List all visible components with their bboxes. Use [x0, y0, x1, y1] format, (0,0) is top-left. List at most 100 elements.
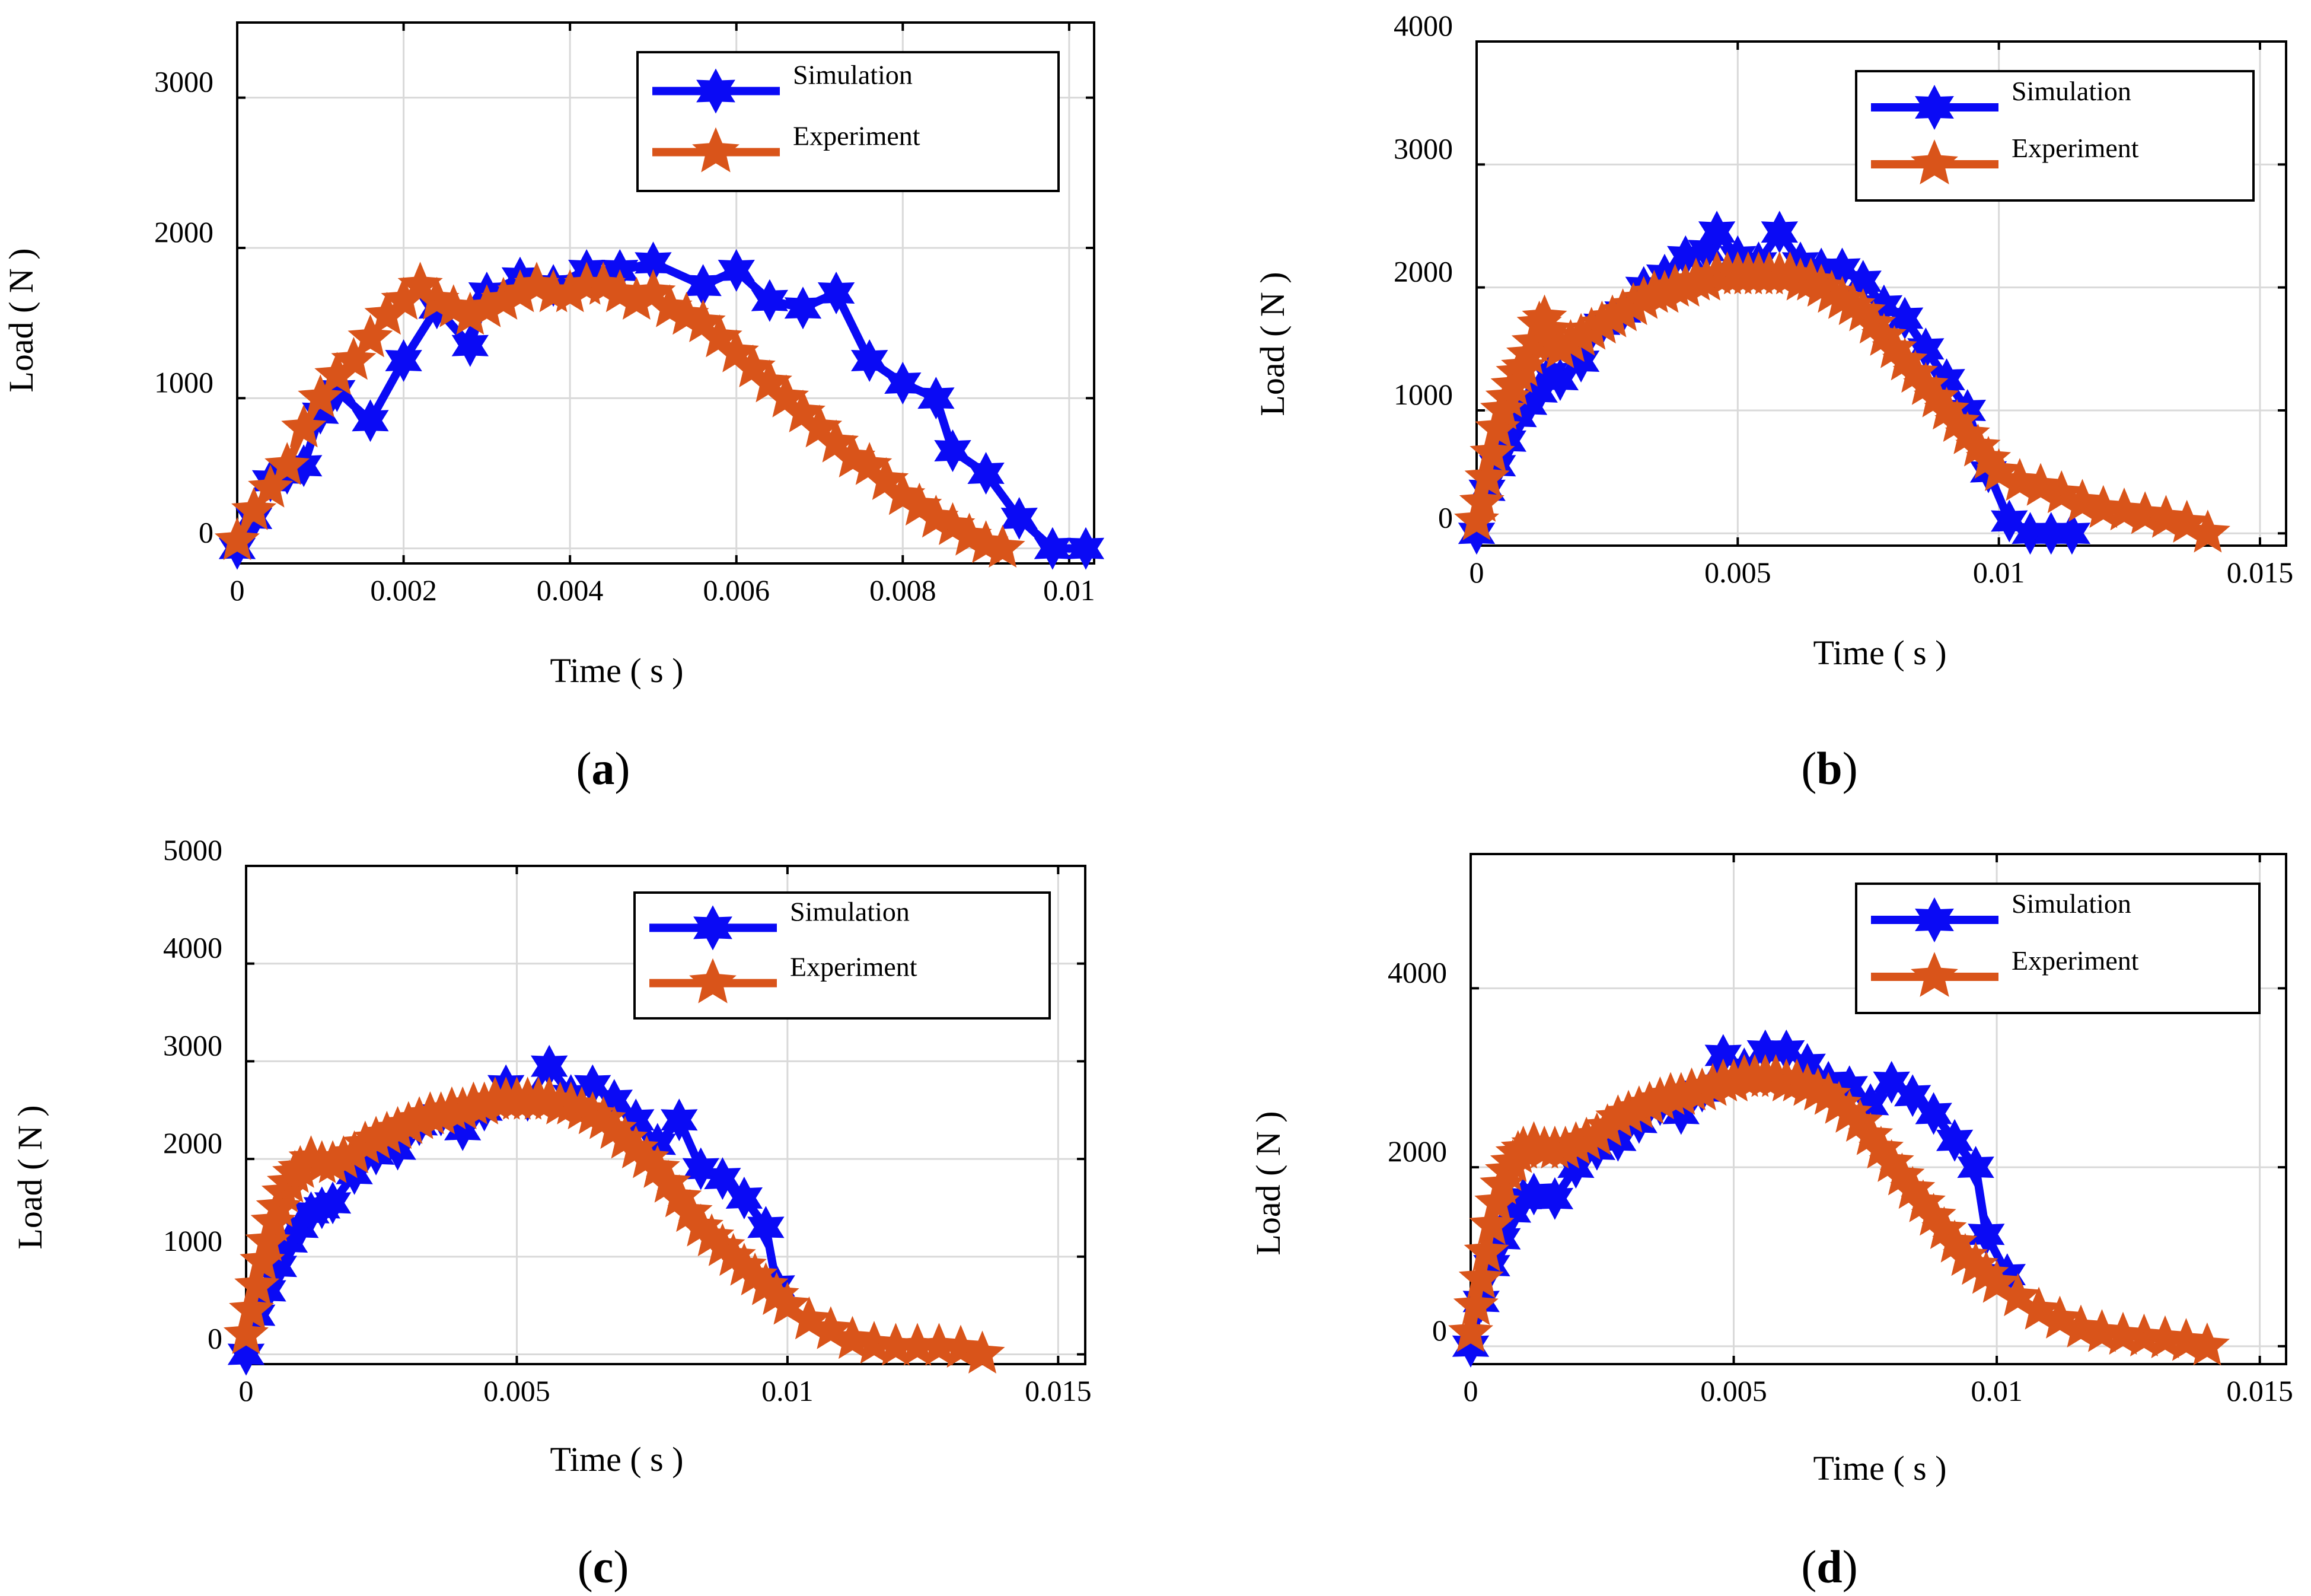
legend-label-experiment: Experiment	[2012, 945, 2139, 976]
legend-marker-experiment	[689, 958, 737, 1004]
plot-frame	[236, 21, 1095, 565]
x-tick-label: 0.015	[2226, 1374, 2293, 1407]
legend-marker-simulation	[1915, 85, 1954, 130]
data-point-simulation	[1936, 1119, 1974, 1162]
y-tick-label: 2000	[163, 1126, 222, 1159]
legend-label-experiment: Experiment	[790, 952, 917, 982]
caption-a: (a)	[576, 743, 630, 794]
data-point-simulation	[1521, 370, 1558, 413]
data-point-simulation	[1563, 340, 1600, 383]
data-point-experiment	[364, 292, 410, 335]
data-point-simulation	[1907, 327, 1945, 371]
data-point-experiment	[960, 1330, 1005, 1374]
legend-marker-experiment	[1911, 952, 1958, 997]
data-point-experiment	[215, 517, 260, 560]
data-point-simulation	[661, 1098, 698, 1142]
data-point-simulation	[1034, 527, 1071, 570]
data-point-experiment	[314, 352, 360, 395]
x-tick-label: 0.01	[1973, 556, 2025, 589]
y-tick-label: 3000	[163, 1028, 222, 1062]
data-point-simulation	[639, 1123, 676, 1166]
y-axis-label: Load ( N )	[2, 248, 40, 392]
data-point-experiment	[980, 524, 1025, 568]
y-tick-label: 4000	[1388, 955, 1447, 989]
legend-marker-simulation	[1915, 897, 1954, 942]
x-tick-label: 0.002	[370, 574, 437, 607]
y-tick-label: 2000	[1388, 1135, 1447, 1168]
data-point-simulation	[1949, 389, 1986, 432]
y-axis-label: Load ( N )	[1253, 272, 1292, 416]
data-point-simulation	[1761, 211, 1798, 254]
data-point-simulation	[314, 1181, 352, 1225]
legend-marker-simulation	[693, 905, 732, 951]
data-point-simulation	[1500, 395, 1537, 438]
y-tick-label: 0	[1438, 501, 1453, 534]
x-tick-label: 0.01	[1043, 574, 1095, 607]
data-point-experiment	[1459, 479, 1504, 522]
data-point-experiment	[1611, 282, 1656, 326]
y-tick-label: 4000	[1394, 9, 1453, 42]
data-point-simulation	[817, 272, 855, 314]
data-point-simulation	[1991, 499, 2028, 543]
data-point-experiment	[229, 1286, 275, 1330]
data-point-simulation	[1494, 1190, 1532, 1234]
legend-label-simulation: Simulation	[790, 896, 910, 926]
x-tick-label: 0	[1470, 556, 1484, 589]
data-point-simulation	[260, 1245, 297, 1288]
data-point-experiment	[245, 1218, 291, 1261]
x-tick-label: 0.01	[1971, 1374, 2023, 1407]
data-point-experiment	[264, 442, 310, 485]
data-point-experiment	[1475, 405, 1521, 448]
data-point-simulation	[1458, 512, 1496, 555]
y-tick-label: 1000	[154, 365, 213, 399]
x-tick-label: 0	[230, 574, 245, 607]
data-point-simulation	[1831, 1065, 1868, 1108]
data-point-experiment	[1464, 1228, 1509, 1272]
y-tick-label: 3000	[1394, 132, 1453, 165]
plot-frame	[1470, 853, 2287, 1365]
legend-label-simulation: Simulation	[2012, 888, 2131, 919]
data-point-simulation	[249, 1269, 286, 1313]
data-point-experiment	[231, 487, 277, 530]
x-tick-label: 0.005	[483, 1374, 550, 1407]
data-point-simulation	[725, 1177, 763, 1219]
data-point-experiment	[1470, 429, 1515, 473]
data-point-experiment	[1464, 454, 1510, 498]
data-point-simulation	[352, 399, 389, 442]
y-tick-label: 0	[1432, 1314, 1447, 1347]
data-point-simulation	[282, 1206, 319, 1249]
data-point-experiment	[224, 1311, 269, 1354]
data-point-simulation	[1515, 1173, 1553, 1216]
data-point-simulation	[1852, 1083, 1889, 1126]
data-point-experiment	[1558, 313, 1604, 356]
data-point-experiment	[1600, 288, 1646, 332]
panel-c: 0 0.005 0.01 0.015 0 1000 2000 3000 4000 5000 Time…	[11, 833, 1092, 1479]
x-tick-label: 0.004	[537, 574, 604, 607]
plot-frame	[245, 865, 1086, 1365]
x-tick-label: 0	[239, 1374, 254, 1407]
data-point-experiment	[547, 269, 593, 313]
data-point-experiment	[1569, 307, 1614, 350]
data-point-simulation	[1824, 247, 1861, 291]
data-point-experiment	[447, 292, 493, 335]
data-point-simulation	[595, 1079, 633, 1122]
data-point-experiment	[1458, 1255, 1504, 1298]
data-point-simulation	[270, 1221, 308, 1264]
series-line-experiment	[233, 281, 1004, 553]
legend-marker-simulation	[696, 68, 735, 114]
legend-label-simulation: Simulation	[2012, 76, 2131, 106]
data-point-simulation	[934, 429, 971, 472]
data-point-experiment	[614, 276, 659, 320]
data-point-experiment	[298, 374, 343, 418]
data-point-simulation	[1988, 1253, 2026, 1296]
data-point-simulation	[635, 241, 672, 285]
data-point-simulation	[704, 1157, 741, 1200]
data-point-simulation	[2012, 512, 2049, 555]
data-point-simulation	[1915, 1092, 1952, 1135]
data-point-simulation	[1536, 1177, 1574, 1220]
data-point-experiment	[1537, 325, 1583, 368]
data-point-simulation	[1886, 297, 1924, 340]
y-tick-label: 0	[199, 516, 213, 549]
x-tick-label: 0.006	[703, 574, 770, 607]
